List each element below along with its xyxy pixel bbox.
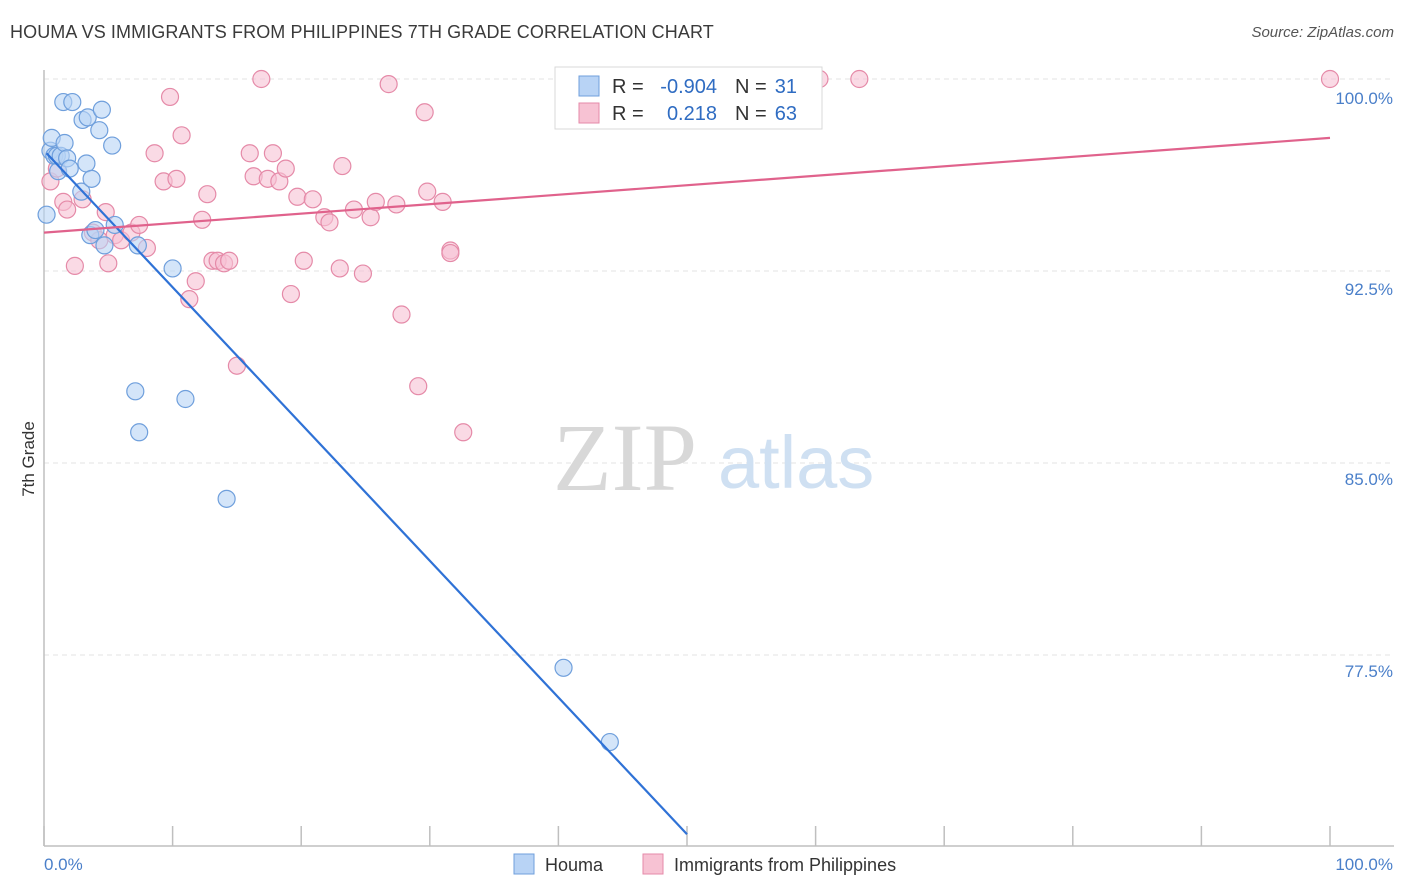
point-houma-0 — [37, 205, 56, 224]
point-houma-28 — [176, 389, 195, 409]
point-phil-4 — [65, 256, 84, 275]
legend-label-phil: Immigrants from Philippines — [674, 855, 896, 875]
point-phil-37 — [288, 187, 307, 206]
point-phil-43 — [333, 156, 352, 176]
point-phil-50 — [392, 305, 411, 324]
point-phil-29 — [240, 144, 259, 163]
x-axis-ticks — [43, 826, 1331, 846]
point-phil-35 — [276, 159, 295, 178]
y-tick-label-85: 85.0% — [1345, 470, 1393, 489]
stats-r-value-houma: -0.904 — [660, 76, 717, 98]
point-phil-57 — [454, 423, 473, 442]
x-tick-label-0: 0.0% — [44, 855, 83, 874]
point-phil-48 — [379, 75, 398, 94]
point-houma-10 — [60, 159, 79, 178]
point-phil-23 — [198, 185, 217, 204]
series-philippines-points — [41, 69, 1340, 442]
y-tick-label-77-5: 77.5% — [1345, 662, 1393, 681]
stats-swatch-houma — [578, 75, 600, 97]
point-houma-22 — [103, 136, 122, 155]
y-tick-labels: 100.0% 92.5% 85.0% 77.5% — [1335, 89, 1393, 681]
point-houma-25 — [126, 382, 145, 401]
stats-n-value-phil: 63 — [775, 103, 797, 125]
point-phil-15 — [145, 144, 164, 163]
point-houma-20 — [92, 100, 111, 119]
stats-swatch-phil — [578, 102, 600, 124]
point-houma-14 — [77, 154, 96, 173]
legend-swatch-houma — [513, 853, 535, 875]
legend-swatch-phil — [642, 853, 664, 875]
y-tick-label-100: 100.0% — [1335, 89, 1393, 108]
point-phil-42 — [330, 259, 349, 278]
point-phil-56 — [441, 243, 460, 263]
stats-n-label-phil: N = — [735, 103, 767, 125]
point-phil-52 — [415, 103, 434, 122]
point-phil-21 — [186, 272, 205, 291]
watermark-atlas: atlas — [718, 421, 874, 504]
point-houma-8 — [55, 133, 74, 153]
series-houma-points — [37, 92, 619, 752]
point-phil-19 — [172, 126, 191, 145]
point-phil-46 — [361, 208, 380, 227]
trend-line-houma — [45, 152, 688, 835]
point-phil-59 — [850, 69, 869, 89]
point-phil-20 — [180, 290, 199, 309]
point-houma-17 — [82, 169, 101, 188]
bottom-legend: Houma Immigrants from Philippines — [513, 853, 896, 875]
stats-n-value-houma: 31 — [775, 76, 797, 98]
point-phil-27 — [220, 251, 239, 270]
trend-lines — [43, 136, 1331, 835]
point-phil-49 — [387, 195, 406, 214]
y-tick-label-92-5: 92.5% — [1345, 280, 1393, 299]
x-tick-label-100: 100.0% — [1335, 855, 1393, 874]
point-houma-31 — [600, 732, 619, 752]
source-credit: Source: ZipAtlas.com — [1251, 24, 1394, 41]
point-phil-60 — [1320, 69, 1340, 89]
stats-r-value-phil: 0.218 — [667, 103, 717, 125]
watermark-zip: ZIP — [553, 404, 697, 511]
point-phil-51 — [409, 377, 428, 396]
point-phil-36 — [281, 284, 301, 304]
point-phil-53 — [418, 182, 437, 201]
point-phil-45 — [353, 264, 373, 283]
point-phil-38 — [294, 251, 313, 270]
stats-n-label-houma: N = — [735, 76, 767, 98]
point-phil-39 — [303, 190, 322, 209]
point-phil-47 — [366, 192, 385, 211]
point-houma-24 — [128, 236, 147, 255]
point-phil-31 — [252, 69, 271, 89]
point-houma-27 — [163, 259, 182, 278]
y-axis-title: 7th Grade — [19, 421, 38, 497]
stats-r-label-phil: R = — [612, 103, 644, 125]
point-phil-18 — [167, 169, 186, 188]
point-phil-41 — [320, 213, 339, 232]
chart-title: HOUMA VS IMMIGRANTS FROM PHILIPPINES 7TH… — [10, 22, 714, 42]
point-houma-21 — [95, 236, 114, 255]
point-phil-9 — [99, 254, 118, 273]
point-houma-15 — [78, 108, 97, 127]
point-houma-26 — [130, 423, 149, 442]
point-houma-29 — [217, 489, 236, 508]
point-houma-30 — [554, 658, 573, 677]
point-phil-17 — [160, 87, 180, 107]
stats-legend-box: R = -0.904 N = 31 R = 0.218 N = 63 — [554, 66, 823, 130]
trend-line-phil — [43, 136, 1331, 234]
point-houma-11 — [63, 92, 82, 112]
point-houma-19 — [90, 121, 109, 140]
point-phil-8 — [96, 203, 115, 222]
point-phil-33 — [263, 144, 283, 163]
stats-r-label-houma: R = — [612, 76, 644, 98]
point-phil-3 — [58, 200, 77, 219]
point-phil-28 — [227, 356, 246, 375]
legend-label-houma: Houma — [545, 855, 604, 875]
